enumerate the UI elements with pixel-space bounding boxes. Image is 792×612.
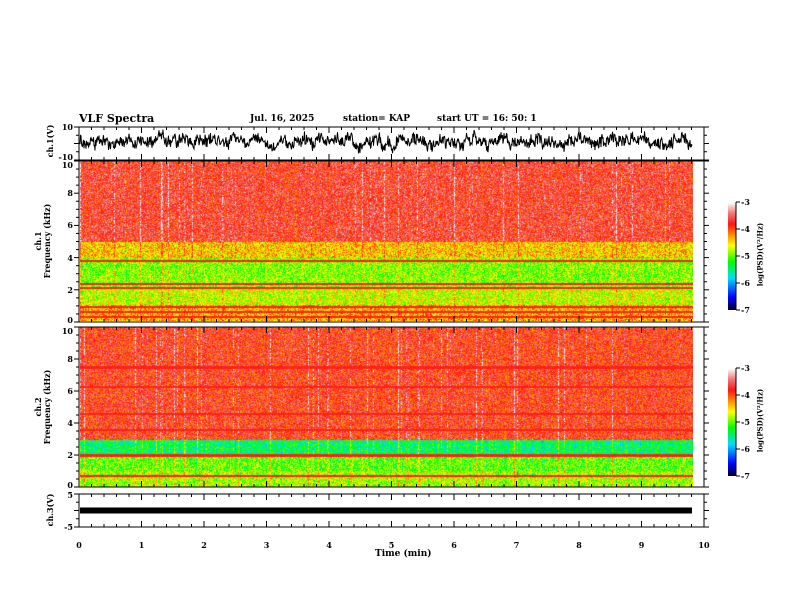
- colorbar-tick-label: -6: [741, 444, 750, 454]
- ch1-freq-ytick-label: 0: [67, 315, 73, 325]
- ch1-freq-ytick-label: 10: [61, 160, 73, 170]
- ch2-freq-ytick-label: 6: [67, 386, 73, 396]
- ch2-freq-ytick-label: 10: [61, 326, 73, 336]
- ch3-ylabel: ch.3(V): [45, 493, 55, 527]
- colorbar-tick-label: -4: [741, 390, 750, 400]
- panel-frame: [78, 160, 705, 323]
- ch2-freq-ylabel-line2: Frequency (kHz): [42, 369, 52, 445]
- x-tick-label: 5: [388, 540, 395, 550]
- ch3-ytick-label: -5: [64, 522, 73, 532]
- ch2-freq-ytick-label: 8: [67, 354, 73, 364]
- x-axis-label: Time (min): [375, 549, 432, 559]
- x-tick-label: 2: [201, 540, 207, 550]
- ch3-waveform-line: [80, 507, 692, 514]
- x-tick-label: 0: [76, 540, 82, 550]
- ch1-waveform-line: [79, 129, 693, 154]
- date-label: Jul. 16, 2025: [250, 114, 315, 124]
- ch3-ytick-label: 5: [67, 490, 73, 500]
- colorbar-tick-label: -3: [741, 363, 750, 373]
- ch2-freq-ytick-label: 2: [67, 450, 73, 460]
- colorbar-tick-label: -3: [741, 197, 750, 207]
- x-tick-label: 1: [138, 540, 145, 550]
- ch1-freq-ytick-label: 8: [67, 188, 73, 199]
- colorbar2-label: log(PSD)(V²/Hz): [755, 388, 765, 453]
- ch1-colorbar: [728, 202, 736, 310]
- ch1-ytick-label: 10: [61, 122, 73, 132]
- x-tick-label: 7: [513, 540, 520, 550]
- ch1-freq-ylabel: ch.1 Frequency (kHz): [33, 196, 52, 286]
- x-tick-label: 6: [451, 540, 457, 550]
- ch1-freq-ytick-label: 6: [67, 220, 73, 231]
- ch1-freq-ytick-label: 2: [67, 284, 73, 295]
- colorbar-tick-label: -5: [741, 251, 750, 261]
- x-tick-label: 4: [326, 540, 332, 550]
- ch2-freq-ytick-label: 0: [67, 480, 73, 490]
- x-tick-label: 10: [698, 540, 710, 550]
- ch1-ylabel: ch.1(V): [45, 124, 55, 158]
- x-tick-label: 8: [576, 540, 582, 550]
- colorbar1-label: log(PSD)(V²/Hz): [755, 222, 765, 287]
- ch1-ytick-label: -10: [58, 152, 73, 162]
- ch2-freq-ylabel: ch.2 Frequency (kHz): [33, 362, 52, 452]
- ch2-colorbar: [728, 368, 736, 476]
- panel-frame: [78, 326, 705, 488]
- ch1-spectrogram: [80, 161, 693, 321]
- station-label: station= KAP: [343, 114, 411, 124]
- x-tick-label: 3: [263, 540, 270, 550]
- colorbar-tick-label: -4: [741, 224, 750, 234]
- colorbar-tick-label: -5: [741, 417, 750, 427]
- ch1-freq-ylabel-line2: Frequency (kHz): [42, 203, 52, 279]
- colorbar-tick-label: -6: [741, 278, 750, 288]
- ch1-freq-ytick-label: 4: [67, 252, 73, 263]
- ch2-freq-ytick-label: 4: [67, 418, 73, 428]
- x-tick-label: 9: [638, 540, 645, 550]
- colorbar-tick-label: -7: [741, 471, 750, 481]
- start-time-label: start UT = 16: 50: 1: [437, 114, 537, 124]
- figure-title: VLF Spectra: [79, 112, 155, 125]
- ch2-spectrogram: [80, 327, 693, 487]
- colorbar-tick-label: -7: [741, 305, 750, 315]
